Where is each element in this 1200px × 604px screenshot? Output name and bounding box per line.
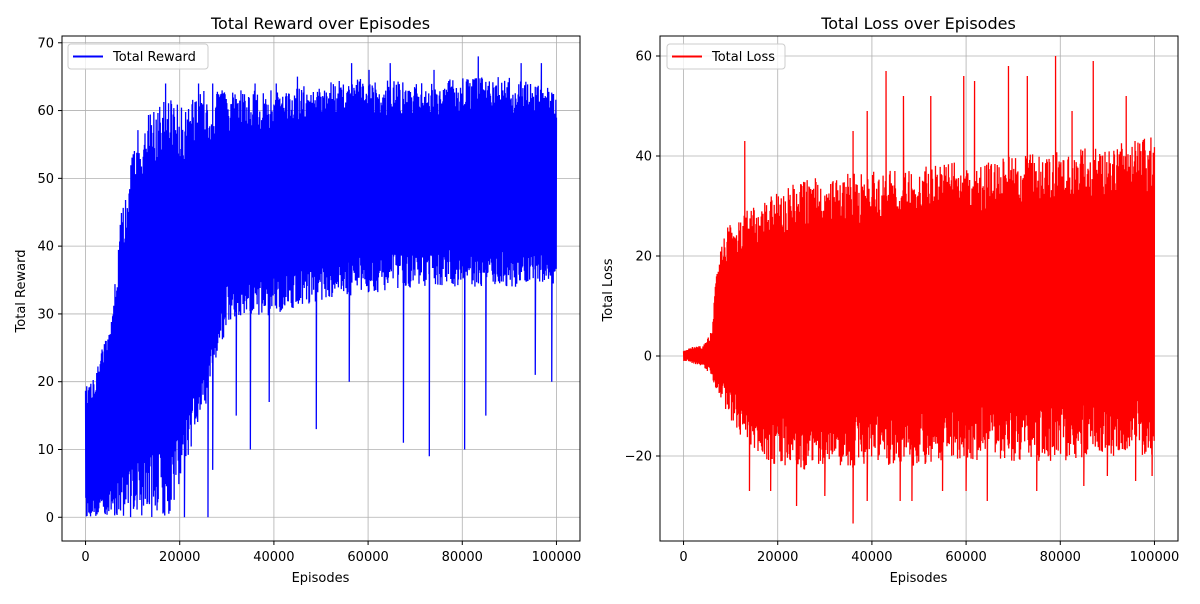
loss-y-tick-label: 40	[635, 150, 652, 165]
reward-y-tick-label: 40	[37, 240, 54, 255]
reward-x-tick-label: 40000	[253, 550, 294, 565]
loss-x-axis-label: Episodes	[890, 571, 948, 586]
reward-x-tick-label: 60000	[347, 550, 388, 565]
reward-y-tick-label: 10	[37, 443, 54, 458]
reward-series-line	[84, 56, 558, 518]
loss-legend-box	[666, 43, 786, 70]
reward-x-axis-label: Episodes	[292, 571, 350, 586]
reward-x-tick-label: 0	[81, 550, 89, 565]
reward-legend-box	[67, 43, 209, 70]
loss-series-line	[682, 55, 1156, 524]
reward-legend: Total Reward	[67, 43, 209, 70]
loss-y-tick-label: 0	[644, 350, 652, 365]
reward-x-tick-label: 100000	[532, 550, 582, 565]
loss-chart-title: Total Loss over Episodes	[820, 14, 1016, 33]
loss-plot-area	[682, 55, 1156, 524]
loss-y-ticks: −20 0 20 40 60	[625, 50, 660, 465]
reward-axes-frame	[61, 35, 581, 542]
loss-x-tick-label: 100000	[1130, 550, 1180, 565]
loss-legend-label: Total Loss	[711, 50, 775, 65]
reward-y-axis-label: Total Reward	[14, 250, 29, 334]
reward-x-tick-label: 80000	[442, 550, 483, 565]
reward-legend-label: Total Reward	[112, 50, 196, 65]
loss-chart: Total Loss over Episodes 0 20000 40000 6000…	[601, 14, 1179, 586]
loss-legend: Total Loss	[666, 43, 786, 70]
reward-y-tick-label: 60	[37, 104, 54, 119]
loss-x-tick-label: 20000	[757, 550, 798, 565]
reward-y-tick-label: 0	[46, 511, 54, 526]
reward-chart-title: Total Reward over Episodes	[210, 14, 430, 33]
reward-y-tick-label: 30	[37, 307, 54, 322]
loss-axes-frame	[659, 35, 1179, 542]
loss-y-tick-label: 20	[635, 250, 652, 265]
loss-x-tick-label: 60000	[945, 550, 986, 565]
loss-x-tick-label: 0	[679, 550, 687, 565]
reward-plot-area	[84, 56, 558, 518]
reward-x-ticks: 0 20000 40000 60000 80000 100000	[81, 541, 581, 565]
reward-y-ticks: 0 10 20 30 40 50 60 70	[37, 36, 62, 526]
reward-x-tick-label: 20000	[159, 550, 200, 565]
loss-y-tick-label: 60	[635, 50, 652, 65]
reward-y-tick-label: 70	[37, 36, 54, 51]
reward-y-tick-label: 50	[37, 172, 54, 187]
loss-x-tick-label: 40000	[851, 550, 892, 565]
reward-chart: Total Reward over Episodes 0 20000 40000 60…	[14, 14, 581, 586]
loss-x-ticks: 0 20000 40000 60000 80000 100000	[679, 541, 1179, 565]
loss-y-axis-label: Total Loss	[601, 258, 616, 322]
loss-y-tick-label: −20	[625, 450, 652, 465]
reward-y-tick-label: 20	[37, 375, 54, 390]
loss-x-tick-label: 80000	[1040, 550, 1081, 565]
